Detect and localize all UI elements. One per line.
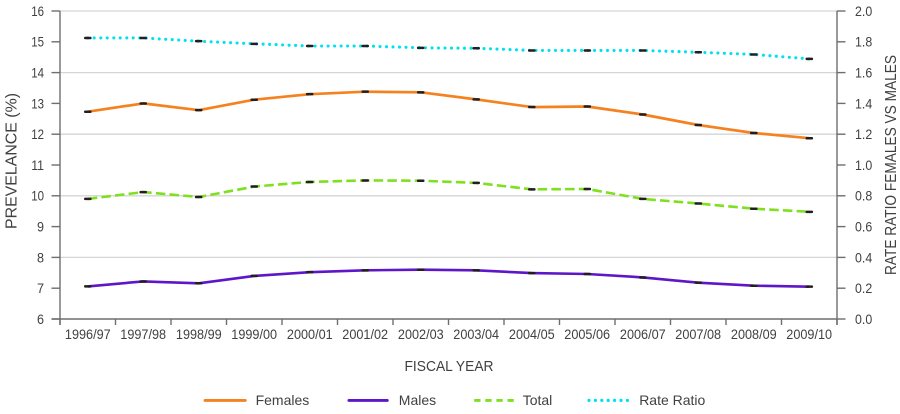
svg-text:0.2: 0.2 [855, 280, 872, 296]
svg-text:12: 12 [31, 126, 44, 142]
svg-text:0.6: 0.6 [855, 219, 872, 235]
svg-text:1.0: 1.0 [855, 157, 872, 173]
svg-text:8: 8 [37, 249, 44, 265]
svg-text:0.4: 0.4 [855, 249, 872, 265]
svg-text:0.8: 0.8 [855, 188, 872, 204]
svg-text:2005/06: 2005/06 [564, 326, 610, 342]
svg-text:1.6: 1.6 [855, 65, 872, 81]
svg-text:13: 13 [31, 95, 44, 111]
svg-text:RATE RATIO FEMALES VS MALES: RATE RATIO FEMALES VS MALES [883, 55, 900, 275]
svg-text:9: 9 [37, 219, 44, 235]
svg-text:7: 7 [37, 280, 44, 296]
svg-text:1998/99: 1998/99 [176, 326, 222, 342]
svg-text:2.0: 2.0 [855, 3, 872, 19]
svg-text:2000/01: 2000/01 [287, 326, 333, 342]
svg-text:Males: Males [399, 392, 436, 408]
svg-text:1.4: 1.4 [855, 95, 872, 111]
svg-text:1.8: 1.8 [855, 34, 872, 50]
svg-text:Total: Total [523, 392, 553, 408]
svg-text:2004/05: 2004/05 [509, 326, 555, 342]
svg-text:2009/10: 2009/10 [786, 326, 832, 342]
svg-text:11: 11 [31, 157, 44, 173]
svg-text:16: 16 [31, 3, 44, 19]
svg-text:2001/02: 2001/02 [342, 326, 388, 342]
svg-text:14: 14 [31, 65, 44, 81]
svg-text:1999/00: 1999/00 [231, 326, 277, 342]
svg-text:1997/98: 1997/98 [120, 326, 166, 342]
svg-text:2002/03: 2002/03 [398, 326, 444, 342]
svg-text:2007/08: 2007/08 [675, 326, 721, 342]
svg-text:PREVELANCE (%): PREVELANCE (%) [4, 93, 21, 229]
svg-text:1996/97: 1996/97 [65, 326, 111, 342]
svg-text:2006/07: 2006/07 [620, 326, 666, 342]
svg-text:15: 15 [31, 34, 44, 50]
svg-text:FISCAL YEAR: FISCAL YEAR [405, 358, 494, 375]
svg-text:1.2: 1.2 [855, 126, 872, 142]
svg-text:2008/09: 2008/09 [731, 326, 777, 342]
svg-text:Rate Ratio: Rate Ratio [639, 392, 705, 408]
svg-text:6: 6 [37, 311, 44, 327]
svg-text:Females: Females [256, 392, 310, 408]
svg-text:10: 10 [31, 188, 44, 204]
svg-text:2003/04: 2003/04 [453, 326, 499, 342]
svg-text:0.0: 0.0 [855, 311, 872, 327]
